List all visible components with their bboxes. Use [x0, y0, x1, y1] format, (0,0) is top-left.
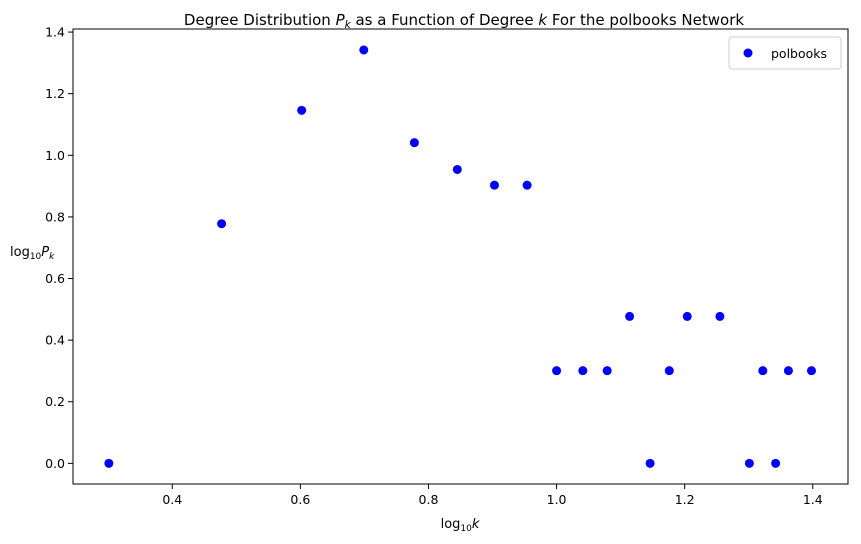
legend: polbooks — [728, 36, 842, 70]
data-point — [758, 366, 768, 376]
data-point — [744, 458, 754, 468]
y-tick-label: 0.8 — [45, 209, 65, 224]
xlabel-log: log — [441, 517, 461, 532]
data-point — [452, 164, 462, 174]
ylabel-log: log — [10, 245, 30, 260]
data-point — [217, 219, 227, 229]
data-point — [489, 180, 499, 190]
plot-area — [72, 28, 849, 485]
x-axis: 0.4 0.6 0.8 1.0 1.2 1.4 — [162, 484, 823, 507]
ylabel-var: P — [41, 245, 49, 260]
data-point — [522, 180, 532, 190]
y-tick-label: 0.6 — [45, 271, 65, 286]
x-tick-label: 0.6 — [290, 492, 310, 507]
data-points — [104, 45, 816, 468]
data-point — [409, 138, 419, 148]
y-tick-label: 0.4 — [45, 333, 65, 348]
data-point — [783, 366, 793, 376]
data-point — [806, 366, 816, 376]
data-point — [359, 45, 369, 55]
title-suffix: For the polbooks Network — [547, 11, 744, 29]
data-point — [682, 311, 692, 321]
x-tick-label: 1.2 — [675, 492, 695, 507]
x-tick-label: 1.4 — [803, 492, 823, 507]
title-middle: as a Function of Degree — [351, 11, 539, 29]
legend-marker — [743, 48, 753, 58]
data-point — [715, 311, 725, 321]
data-point — [297, 105, 307, 115]
data-point — [664, 366, 674, 376]
x-axis-label: log10k — [441, 517, 480, 534]
title-pk-sub: k — [345, 19, 352, 31]
title-k: k — [538, 11, 548, 29]
ylabel-sub: 10 — [30, 252, 42, 262]
chart-title: Degree Distribution Pk as a Function of … — [184, 11, 744, 31]
title-prefix: Degree Distribution — [184, 11, 336, 29]
x-tick-label: 0.4 — [162, 492, 182, 507]
data-point — [578, 366, 588, 376]
data-point — [625, 311, 635, 321]
legend-label: polbooks — [771, 46, 827, 61]
y-axis: 0.0 0.2 0.4 0.6 0.8 1.0 1.2 1.4 — [45, 25, 73, 471]
xlabel-var: k — [472, 517, 480, 532]
data-point — [552, 366, 562, 376]
legend-box — [728, 36, 842, 70]
y-tick-label: 0.0 — [45, 456, 65, 471]
data-point — [602, 366, 612, 376]
x-tick-label: 0.8 — [419, 492, 439, 507]
y-tick-label: 1.0 — [45, 148, 65, 163]
y-tick-label: 1.4 — [45, 25, 65, 40]
y-tick-label: 1.2 — [45, 86, 65, 101]
title-pk: P — [336, 11, 346, 29]
data-point — [104, 458, 114, 468]
x-tick-label: 1.0 — [547, 492, 567, 507]
data-point — [645, 458, 655, 468]
y-axis-label: log10Pk — [10, 245, 55, 262]
xlabel-sub: 10 — [460, 524, 472, 534]
data-point — [771, 458, 781, 468]
ylabel-var-sub: k — [49, 252, 55, 262]
y-tick-label: 0.2 — [45, 394, 65, 409]
